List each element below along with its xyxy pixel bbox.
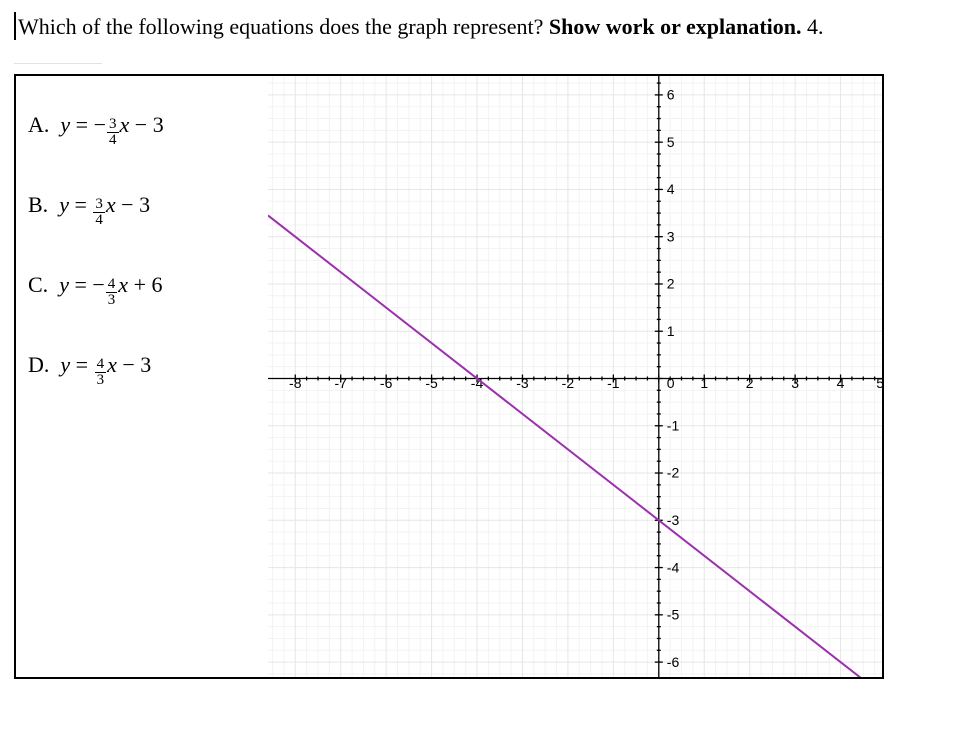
- choice-letter: D.: [28, 352, 49, 377]
- const-sign: +: [134, 272, 146, 297]
- line-chart: -8-7-6-5-4-3-2-1012345-6-5-4-3-2-1123456: [268, 76, 884, 679]
- denominator: 4: [107, 133, 119, 148]
- x-var: x: [118, 272, 128, 297]
- denominator: 4: [93, 213, 105, 228]
- fraction: 34: [93, 197, 105, 228]
- numerator: 4: [95, 357, 107, 373]
- text-cursor: [14, 12, 16, 40]
- svg-text:-2: -2: [667, 465, 680, 481]
- fraction: 43: [95, 357, 107, 388]
- const: 3: [139, 192, 150, 217]
- const-sign: −: [121, 192, 133, 217]
- faint-rule: [14, 63, 102, 64]
- svg-text:5: 5: [667, 134, 675, 150]
- numerator: 4: [106, 277, 118, 293]
- svg-text:-1: -1: [607, 375, 620, 391]
- svg-text:-1: -1: [667, 417, 680, 433]
- fraction: 34: [107, 117, 119, 148]
- denominator: 3: [106, 293, 118, 308]
- svg-text:4: 4: [667, 181, 675, 197]
- choice-a: A. y = −34x − 3: [28, 112, 238, 148]
- choice-d: D. y = 43x − 3: [28, 352, 238, 388]
- svg-text:-5: -5: [425, 375, 438, 391]
- y-var: y: [59, 192, 69, 217]
- fraction: 43: [106, 277, 118, 308]
- denominator: 3: [95, 373, 107, 388]
- svg-text:-6: -6: [667, 654, 680, 670]
- graph-container: -8-7-6-5-4-3-2-1012345-6-5-4-3-2-1123456: [268, 76, 882, 677]
- const: 6: [151, 272, 162, 297]
- svg-text:-3: -3: [667, 512, 680, 528]
- svg-text:-2: -2: [562, 375, 575, 391]
- slope-sign: −: [92, 272, 104, 297]
- svg-text:4: 4: [837, 375, 845, 391]
- svg-text:1: 1: [667, 323, 675, 339]
- svg-text:3: 3: [791, 375, 799, 391]
- svg-text:5: 5: [876, 375, 884, 391]
- svg-text:-3: -3: [516, 375, 529, 391]
- svg-text:6: 6: [667, 87, 675, 103]
- choice-b: B. y = 34x − 3: [28, 192, 238, 228]
- choice-c: C. y = −43x + 6: [28, 272, 238, 308]
- question-suffix: 4.: [802, 14, 824, 39]
- question-text: Which of the following equations does th…: [14, 12, 954, 41]
- svg-text:-4: -4: [667, 559, 680, 575]
- numerator: 3: [107, 117, 119, 133]
- x-var: x: [120, 112, 130, 137]
- question-bold: Show work or explanation.: [549, 14, 802, 39]
- const: 3: [140, 352, 151, 377]
- numerator: 3: [93, 197, 105, 213]
- y-var: y: [60, 112, 70, 137]
- svg-text:-6: -6: [380, 375, 393, 391]
- svg-text:1: 1: [700, 375, 708, 391]
- slope-sign: −: [94, 112, 106, 137]
- svg-text:2: 2: [746, 375, 754, 391]
- const-sign: −: [135, 112, 147, 137]
- x-var: x: [106, 192, 116, 217]
- const-sign: −: [122, 352, 134, 377]
- svg-text:3: 3: [667, 228, 675, 244]
- answer-choices: A. y = −34x − 3 B. y = 34x − 3 C. y = −4…: [28, 112, 238, 432]
- choice-letter: C.: [28, 272, 48, 297]
- content-box: A. y = −34x − 3 B. y = 34x − 3 C. y = −4…: [14, 74, 884, 679]
- svg-text:-7: -7: [334, 375, 347, 391]
- y-var: y: [60, 352, 70, 377]
- svg-text:-8: -8: [289, 375, 302, 391]
- page-root: Which of the following equations does th…: [0, 0, 978, 744]
- svg-text:-5: -5: [667, 607, 680, 623]
- svg-text:0: 0: [667, 375, 675, 391]
- svg-text:2: 2: [667, 276, 675, 292]
- choice-letter: A.: [28, 112, 49, 137]
- x-var: x: [107, 352, 117, 377]
- question-prefix: Which of the following equations does th…: [18, 14, 549, 39]
- choice-letter: B.: [28, 192, 48, 217]
- const: 3: [153, 112, 164, 137]
- y-var: y: [59, 272, 69, 297]
